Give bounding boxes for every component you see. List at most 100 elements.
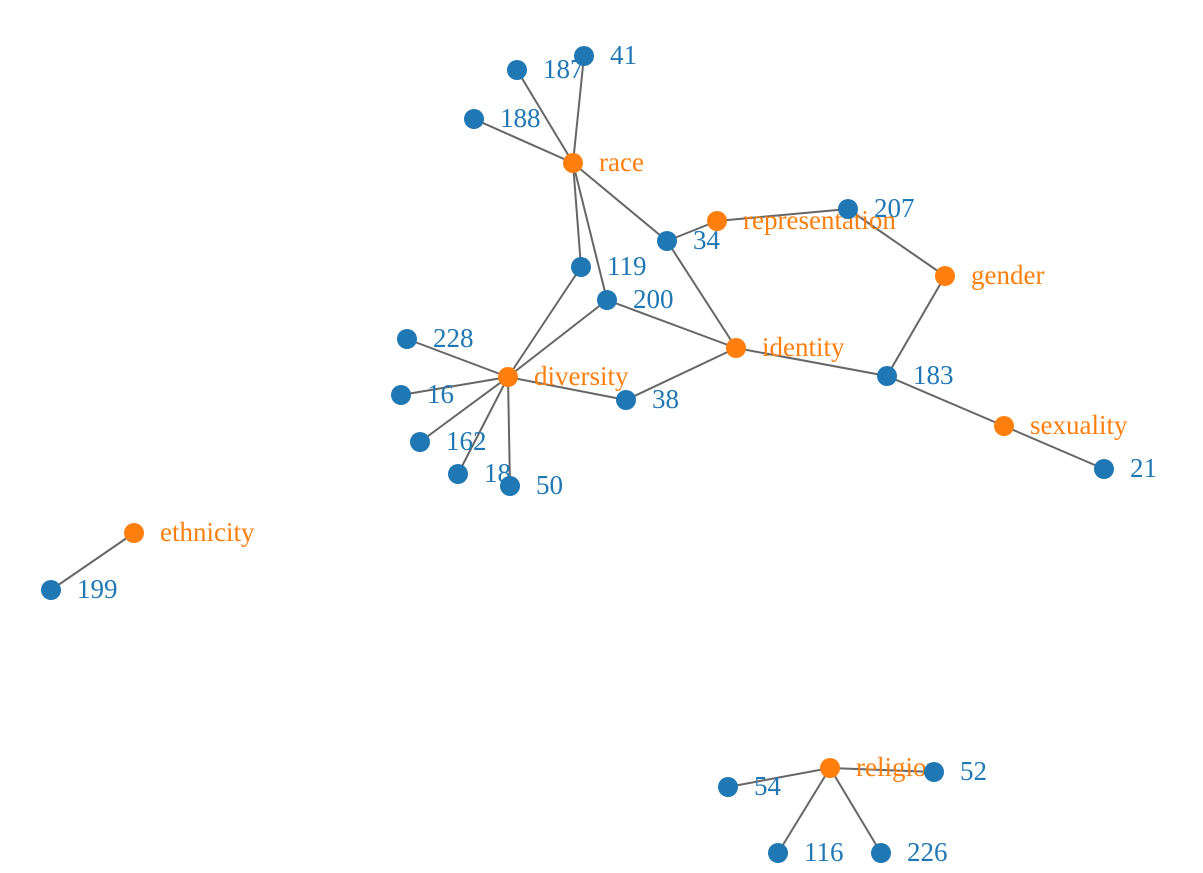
- node-n119[interactable]: 119: [571, 251, 647, 281]
- node-label-n50: 50: [536, 470, 563, 500]
- node-circle-n183[interactable]: [877, 366, 897, 386]
- node-n187[interactable]: 187: [507, 54, 584, 84]
- node-label-sexuality: sexuality: [1030, 410, 1128, 440]
- node-circle-n207[interactable]: [838, 199, 858, 219]
- node-label-race: race: [599, 147, 644, 177]
- edge-sexuality-n183: [886, 375, 1005, 427]
- edge-sexuality-n21: [1003, 425, 1105, 470]
- edge-diversity-n16: [400, 376, 509, 396]
- nodes-layer: race representation gender identity diversit…: [41, 40, 1157, 867]
- node-n16[interactable]: 16: [391, 379, 454, 409]
- edge-diversity-n162: [419, 376, 509, 443]
- node-religion[interactable]: religion: [820, 752, 940, 782]
- node-n199[interactable]: 199: [41, 574, 118, 604]
- node-circle-identity[interactable]: [726, 338, 746, 358]
- node-n41[interactable]: 41: [574, 40, 637, 70]
- node-n188[interactable]: 188: [464, 103, 541, 133]
- node-circle-n38[interactable]: [616, 390, 636, 410]
- node-circle-n200[interactable]: [597, 290, 617, 310]
- node-n183[interactable]: 183: [877, 360, 954, 390]
- node-label-n183: 183: [913, 360, 954, 390]
- node-circle-religion[interactable]: [820, 758, 840, 778]
- node-representation[interactable]: representation: [707, 205, 896, 235]
- node-circle-n52[interactable]: [924, 762, 944, 782]
- node-circle-representation[interactable]: [707, 211, 727, 231]
- node-label-ethnicity: ethnicity: [160, 517, 255, 547]
- node-circle-diversity[interactable]: [498, 367, 518, 387]
- node-n200[interactable]: 200: [597, 284, 674, 314]
- node-label-n119: 119: [607, 251, 647, 281]
- node-circle-n54[interactable]: [718, 777, 738, 797]
- node-label-n199: 199: [77, 574, 118, 604]
- edge-identity-n183: [735, 347, 888, 377]
- edge-gender-n207: [847, 208, 946, 277]
- node-circle-n50[interactable]: [500, 476, 520, 496]
- edge-gender-n183: [886, 275, 946, 377]
- node-label-n52: 52: [960, 756, 987, 786]
- edge-race-n188: [473, 118, 574, 164]
- node-label-representation: representation: [743, 205, 896, 235]
- node-label-n116: 116: [804, 837, 844, 867]
- edge-religion-n226: [829, 767, 882, 854]
- node-n207[interactable]: 207: [838, 193, 915, 223]
- node-label-n21: 21: [1130, 453, 1157, 483]
- edge-diversity-n228: [406, 338, 509, 378]
- node-circle-sexuality[interactable]: [994, 416, 1014, 436]
- edge-race-n187: [516, 69, 574, 164]
- node-circle-n187[interactable]: [507, 60, 527, 80]
- node-n116[interactable]: 116: [768, 837, 844, 867]
- node-circle-n21[interactable]: [1094, 459, 1114, 479]
- node-n54[interactable]: 54: [718, 771, 782, 801]
- edge-identity-n34: [666, 240, 737, 349]
- node-circle-n188[interactable]: [464, 109, 484, 129]
- node-circle-gender[interactable]: [935, 266, 955, 286]
- node-n50[interactable]: 50: [500, 470, 563, 500]
- node-n162[interactable]: 162: [410, 426, 487, 456]
- edge-diversity-n18: [457, 376, 509, 475]
- edge-race-n41: [572, 55, 585, 164]
- edge-ethnicity-n199: [50, 532, 135, 591]
- edge-identity-n38: [625, 347, 737, 401]
- node-n228[interactable]: 228: [397, 323, 474, 353]
- node-label-n207: 207: [874, 193, 915, 223]
- edge-diversity-n50: [507, 376, 511, 487]
- node-label-gender: gender: [971, 260, 1044, 290]
- node-n21[interactable]: 21: [1094, 453, 1157, 483]
- node-circle-n18[interactable]: [448, 464, 468, 484]
- node-circle-n41[interactable]: [574, 46, 594, 66]
- node-n38[interactable]: 38: [616, 384, 679, 414]
- node-label-n226: 226: [907, 837, 948, 867]
- node-circle-n226[interactable]: [871, 843, 891, 863]
- node-circle-ethnicity[interactable]: [124, 523, 144, 543]
- node-label-diversity: diversity: [534, 361, 629, 391]
- node-circle-n116[interactable]: [768, 843, 788, 863]
- edge-race-n119: [572, 162, 582, 268]
- node-label-n34: 34: [693, 225, 721, 255]
- node-gender[interactable]: gender: [935, 260, 1044, 290]
- node-circle-n162[interactable]: [410, 432, 430, 452]
- edge-diversity-n119: [507, 266, 582, 378]
- node-sexuality[interactable]: sexuality: [994, 410, 1128, 440]
- node-n52[interactable]: 52: [924, 756, 987, 786]
- node-diversity[interactable]: diversity: [498, 361, 629, 391]
- edge-religion-n116: [777, 767, 831, 854]
- edge-diversity-n38: [507, 376, 627, 401]
- node-circle-n199[interactable]: [41, 580, 61, 600]
- edge-race-n34: [572, 162, 668, 242]
- node-circle-n34[interactable]: [657, 231, 677, 251]
- node-circle-n119[interactable]: [571, 257, 591, 277]
- node-label-n16: 16: [427, 379, 454, 409]
- node-identity[interactable]: identity: [726, 332, 845, 362]
- node-circle-race[interactable]: [563, 153, 583, 173]
- node-circle-n228[interactable]: [397, 329, 417, 349]
- edge-representation-n207: [716, 208, 849, 222]
- node-n226[interactable]: 226: [871, 837, 948, 867]
- edge-diversity-n200: [507, 299, 608, 378]
- node-label-identity: identity: [762, 332, 845, 362]
- node-race[interactable]: race: [563, 147, 644, 177]
- node-circle-n16[interactable]: [391, 385, 411, 405]
- edge-race-n200: [572, 162, 608, 301]
- node-label-n38: 38: [652, 384, 679, 414]
- node-n34[interactable]: 34: [657, 225, 721, 255]
- node-ethnicity[interactable]: ethnicity: [124, 517, 255, 547]
